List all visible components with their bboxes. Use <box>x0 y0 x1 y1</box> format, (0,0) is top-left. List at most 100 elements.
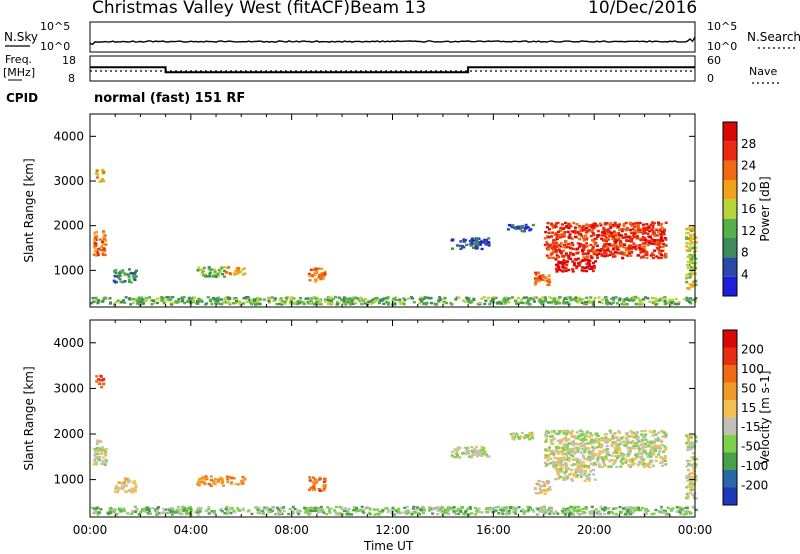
echo-cell <box>556 450 560 453</box>
y-axis-title: Slant Range [km] <box>22 366 36 470</box>
echo-cell <box>581 437 585 440</box>
echo-cell <box>523 227 527 230</box>
echo-cell <box>550 431 554 434</box>
echo-cell <box>661 459 665 462</box>
echo-cell <box>297 300 301 303</box>
echo-cell <box>154 512 158 515</box>
echo-cell <box>167 296 171 299</box>
echo-cell <box>323 273 327 277</box>
echo-cell <box>691 493 695 497</box>
echo-cell <box>621 462 625 465</box>
echo-cell <box>135 299 139 302</box>
echo-cell <box>477 449 481 452</box>
echo-cell <box>633 222 637 225</box>
echo-cell <box>594 237 598 240</box>
echo-cell <box>179 511 183 514</box>
echo-cell <box>571 252 575 256</box>
echo-cell <box>227 475 231 479</box>
echo-cell <box>610 510 614 514</box>
echo-cell <box>562 259 566 262</box>
echo-cell <box>511 224 515 227</box>
echo-cell <box>557 457 560 460</box>
echo-cell <box>555 248 559 252</box>
echo-cell <box>123 483 127 486</box>
echo-cell <box>690 241 694 244</box>
echo-cell <box>517 506 521 509</box>
echo-cell <box>118 487 122 490</box>
echo-cell <box>685 434 688 437</box>
echo-cell <box>687 444 691 448</box>
echo-cell <box>636 464 640 467</box>
echo-cell <box>470 512 474 515</box>
echo-cell <box>471 237 474 240</box>
echo-cell <box>539 485 543 488</box>
echo-cell <box>104 452 107 455</box>
echo-cell <box>606 254 610 257</box>
echo-cell <box>694 283 698 286</box>
echo-cell <box>691 272 694 276</box>
echo-cell <box>230 482 234 485</box>
echo-cell <box>687 468 690 472</box>
echo-cell <box>648 240 652 243</box>
echo-cell <box>242 296 246 300</box>
echo-cell <box>614 241 618 244</box>
echo-cell <box>612 296 615 299</box>
echo-cell <box>349 302 353 305</box>
echo-cell <box>102 377 106 381</box>
echo-cell <box>241 507 245 510</box>
echo-cell <box>647 235 651 239</box>
echo-cell <box>639 238 643 242</box>
echo-cell <box>98 238 102 241</box>
echo-cell <box>641 442 645 445</box>
echo-cell <box>114 269 118 272</box>
echo-cell <box>456 447 460 451</box>
echo-cell <box>280 299 284 303</box>
echo-cell <box>100 462 104 466</box>
echo-cell <box>102 231 106 234</box>
echo-cell <box>550 507 554 510</box>
echo-cell <box>309 301 313 305</box>
echo-cell <box>625 431 629 435</box>
echo-cell <box>647 242 651 245</box>
x-tick-label: 08:00 <box>274 523 309 537</box>
echo-cell <box>514 509 518 512</box>
echo-cell <box>585 265 589 269</box>
echo-cell <box>692 472 696 476</box>
echo-cell <box>326 298 330 302</box>
echo-cell <box>431 507 435 511</box>
echo-cell <box>267 298 271 301</box>
echo-cell <box>530 436 534 440</box>
echo-cell <box>359 298 363 302</box>
echo-cell <box>572 513 575 516</box>
echo-cell <box>689 448 693 451</box>
echo-cell <box>283 302 287 305</box>
echo-cell <box>613 237 617 241</box>
echo-cell <box>120 485 124 488</box>
echo-cell <box>618 239 622 243</box>
echo-cell <box>556 439 560 443</box>
echo-cell <box>224 270 228 274</box>
echo-cell <box>255 303 258 306</box>
echo-cell <box>611 435 615 438</box>
echo-cell <box>212 298 216 301</box>
echo-cell <box>533 487 537 490</box>
echo-cell <box>689 239 692 242</box>
echo-cell <box>160 296 164 299</box>
echo-cell <box>683 513 686 516</box>
echo-cell <box>592 463 596 467</box>
echo-cell <box>653 249 657 252</box>
echo-cell <box>594 508 598 511</box>
echo-cell <box>615 513 618 516</box>
echo-cell <box>170 513 174 516</box>
echo-cell <box>465 446 469 450</box>
echo-cell <box>124 296 128 299</box>
echo-cell <box>169 510 173 513</box>
echo-cell <box>305 510 309 513</box>
velocity-colorbar-swatch <box>723 487 737 505</box>
echo-cell <box>188 296 192 300</box>
echo-cell <box>98 180 102 183</box>
echo-cell <box>664 459 667 462</box>
echo-cell <box>600 465 604 469</box>
echo-cell <box>536 508 540 511</box>
